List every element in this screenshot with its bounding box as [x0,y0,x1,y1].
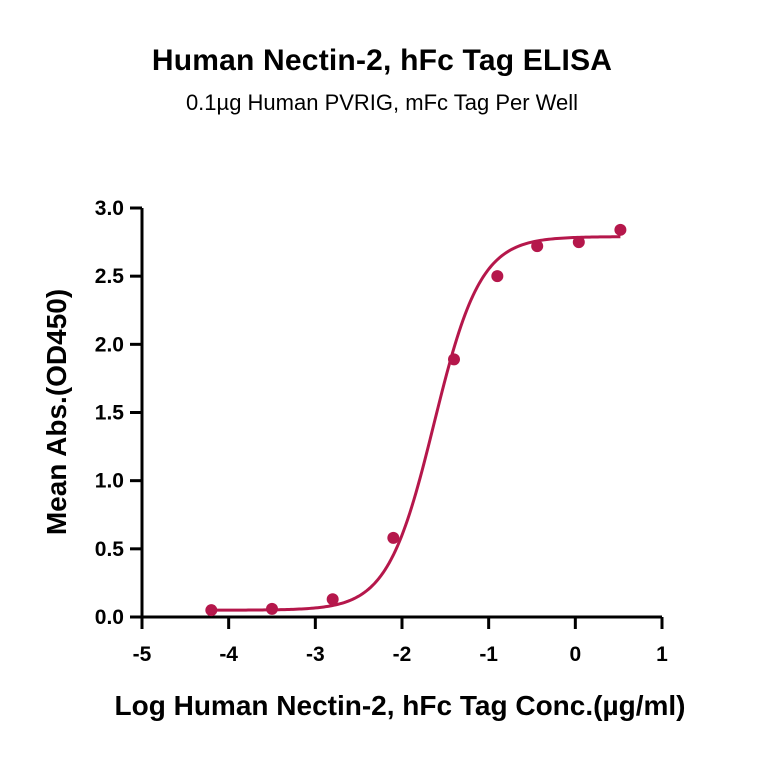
data-point [326,593,339,606]
data-point [205,604,218,617]
chart-subtitle: 0.1µg Human PVRIG, mFc Tag Per Well [185,90,579,115]
x-tick-label: 1 [656,643,668,666]
y-tick-label: 3.0 [95,197,124,220]
data-points [205,223,627,617]
fit-curve [211,235,621,612]
x-tick-label: -5 [133,643,152,666]
data-point [572,236,585,249]
x-tick-label: -3 [306,643,325,666]
x-tick-label: -1 [479,643,498,666]
x-axis-ticks: -5 -4 -3 -2 -1 0 1 [133,617,668,666]
data-point [531,240,544,253]
x-tick-label: -4 [219,643,238,666]
data-point [448,353,460,366]
y-axis-title: Mean Abs.(OD450) [41,289,72,535]
x-tick-label: 0 [569,643,581,666]
data-point [491,270,504,283]
y-tick-label: 2.5 [95,265,125,288]
y-tick-label: 0.5 [95,538,125,561]
y-tick-label: 1.0 [95,470,124,493]
data-point [266,602,278,615]
y-tick-label: 1.5 [95,402,125,425]
x-axis-title: Log Human Nectin-2, hFc Tag Conc.(µg/ml) [115,690,686,721]
y-tick-label: 0.0 [95,606,124,629]
x-tick-label: -2 [393,643,412,666]
y-axis-ticks: 0.0 0.5 1.0 1.5 2.0 2.5 3.0 [95,197,142,629]
data-point [387,531,400,544]
axes [140,208,662,619]
data-point [614,223,627,236]
y-tick-label: 2.0 [95,333,124,356]
chart-title: Human Nectin-2, hFc Tag ELISA [151,44,613,77]
